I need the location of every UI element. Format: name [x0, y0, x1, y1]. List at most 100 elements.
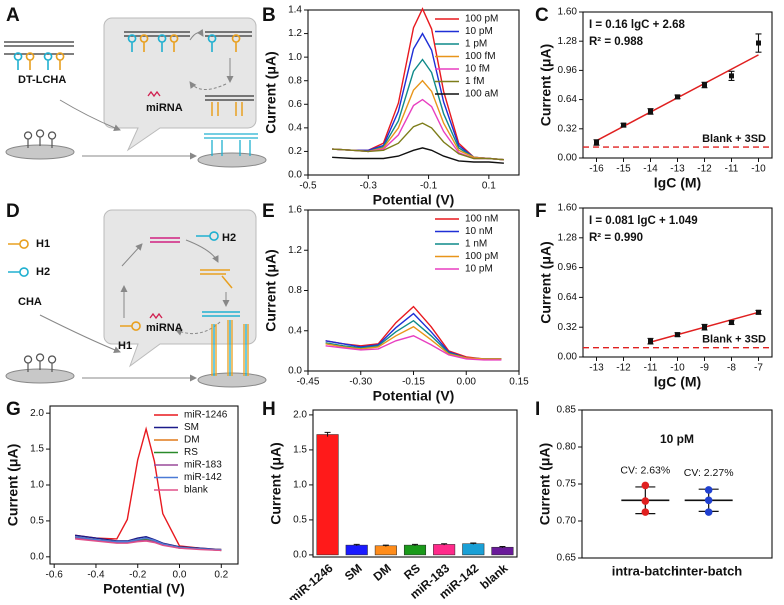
panel-label: I — [535, 399, 540, 420]
data-point — [648, 338, 653, 344]
probe — [35, 129, 45, 147]
data-point — [704, 496, 713, 505]
y-tick-label: 0.8 — [288, 285, 302, 296]
arrow — [189, 29, 204, 41]
hairpin — [55, 52, 65, 71]
series-line — [325, 335, 502, 361]
bar — [433, 544, 456, 556]
x-axis-title: lgC (M) — [654, 374, 701, 390]
x-tick-label: -11 — [725, 164, 739, 175]
y-axis-title: Current (μA) — [263, 51, 279, 133]
y-tick-label: 0.96 — [558, 262, 578, 273]
panel-label: A — [6, 5, 20, 26]
legend-label: 10 nM — [465, 226, 493, 237]
panel-label: E — [262, 201, 275, 222]
data-point — [704, 508, 713, 516]
error-bar — [353, 543, 360, 546]
y-tick-label: 0.0 — [30, 551, 44, 562]
data-point — [641, 508, 650, 516]
x-tick-label: 0.00 — [457, 377, 477, 388]
y-tick-label: 0.32 — [558, 123, 578, 134]
x-tick-label: SM — [342, 561, 365, 583]
x-tick-label: -10 — [670, 363, 685, 374]
diagram-label: DT-LCHA — [18, 74, 66, 86]
hairpin-h1 — [120, 321, 141, 331]
error-bar — [324, 431, 331, 437]
y-tick-label: 1.60 — [558, 203, 578, 214]
y-tick-label: 0.85 — [557, 405, 577, 416]
data-point — [675, 332, 680, 338]
x-tick-label: 0.15 — [509, 377, 529, 388]
assembled-structure — [204, 133, 258, 156]
bar — [345, 544, 368, 556]
x-tick-label: DM — [371, 561, 394, 584]
data-point — [756, 40, 761, 46]
data-point — [641, 497, 650, 505]
x-tick-label: -0.4 — [87, 570, 105, 581]
x-tick-label: -14 — [643, 164, 658, 175]
y-tick-label: 0.5 — [30, 516, 44, 527]
legend-label: 100 aM — [465, 89, 498, 100]
series-line — [75, 538, 222, 552]
probe — [35, 353, 45, 371]
data-point — [621, 122, 626, 128]
cv-label: CV: 2.63% — [620, 465, 670, 477]
legend-label: miR-183 — [184, 460, 222, 471]
y-tick-label: 1.6 — [288, 205, 302, 216]
y-tick-label: 1.5 — [293, 445, 307, 456]
legend-label: DM — [184, 435, 200, 446]
mirna-strand — [149, 312, 163, 320]
annotation: I = 0.16 lgC + 2.68 — [589, 19, 685, 31]
y-tick-label: 0.00 — [558, 352, 578, 363]
x-tick-label: -0.2 — [129, 570, 147, 581]
x-tick-label: -10 — [751, 164, 766, 175]
error-bar — [499, 546, 506, 548]
y-tick-label: 0.2 — [288, 146, 302, 157]
arrow — [185, 239, 219, 263]
y-tick-label: 0.8 — [288, 75, 302, 86]
threshold-label: Blank + 3SD — [702, 133, 766, 145]
diagram-label: H2 — [36, 266, 50, 278]
data-point — [704, 486, 713, 494]
x-tick-label: -0.30 — [349, 377, 372, 388]
hairpin — [43, 52, 53, 71]
panel-label: C — [535, 5, 549, 26]
x-tick-label: -13 — [589, 363, 604, 374]
series-line — [332, 122, 504, 161]
arrow — [121, 243, 143, 267]
diagram-a: DT-LCHA miRNA — [4, 17, 267, 168]
y-tick-label: 1.2 — [288, 245, 302, 256]
y-axis-title: Current (μA) — [538, 241, 554, 323]
legend-label: 10 pM — [465, 264, 493, 275]
x-tick-label: -16 — [589, 164, 604, 175]
x-tick-label: intra-batch — [612, 563, 679, 578]
x-tick-label: inter-batch — [675, 563, 742, 578]
error-bar — [382, 544, 389, 547]
legend-label: miR-1246 — [184, 410, 228, 421]
threshold-label: Blank + 3SD — [702, 334, 766, 346]
x-tick-label: 0.2 — [214, 570, 228, 581]
data-point — [702, 82, 707, 88]
x-tick-label: -0.3 — [360, 181, 378, 192]
y-axis-title: Current (μA) — [537, 443, 553, 525]
panel-label: H — [262, 399, 276, 420]
legend-label: 1 pM — [465, 39, 487, 50]
error-bar — [412, 543, 418, 546]
x-tick-label: -8 — [727, 363, 736, 374]
dna-scaffold — [4, 41, 74, 55]
data-point — [756, 309, 761, 315]
data-point — [729, 320, 734, 326]
hairpin — [25, 52, 35, 71]
y-tick-label: 0.96 — [558, 65, 578, 76]
data-point — [729, 73, 734, 79]
x-tick-label: -15 — [616, 164, 631, 175]
arrow — [59, 99, 121, 132]
speech-bubble — [103, 17, 257, 152]
duplex — [150, 237, 180, 243]
x-tick-label: -12 — [697, 164, 712, 175]
y-tick-label: 0.64 — [558, 94, 578, 105]
x-tick-label: blank — [477, 561, 510, 592]
panel-label: B — [262, 5, 276, 26]
